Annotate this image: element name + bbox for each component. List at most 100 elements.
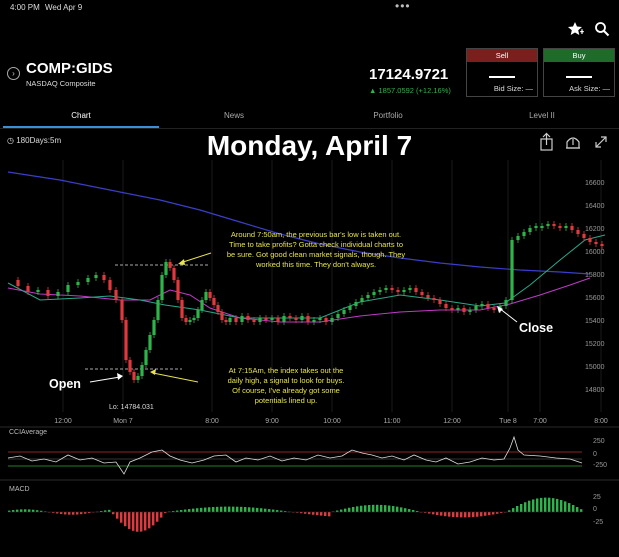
macd-bar-negative bbox=[88, 512, 91, 514]
candle-down bbox=[220, 312, 224, 320]
macd-bar-negative bbox=[488, 512, 491, 516]
macd-bar-positive bbox=[212, 507, 215, 512]
macd-bar-negative bbox=[144, 512, 147, 531]
candle-up bbox=[522, 232, 526, 236]
candle-down bbox=[576, 230, 580, 234]
tab-level-ii[interactable]: Level II bbox=[529, 111, 555, 120]
price-tick-label: 15800 bbox=[585, 272, 605, 279]
tab-portfolio[interactable]: Portfolio bbox=[373, 111, 403, 120]
time-tick-label: 12:00 bbox=[443, 418, 461, 425]
macd-bar-negative bbox=[316, 512, 319, 516]
time-tick-label: 8:00 bbox=[594, 418, 608, 425]
price-tick-label: 16400 bbox=[585, 203, 605, 210]
search-icon[interactable] bbox=[594, 21, 610, 37]
multitask-dots[interactable]: ••• bbox=[395, 0, 411, 13]
macd-bar-positive bbox=[372, 504, 375, 512]
candle-up bbox=[366, 295, 370, 298]
candle-up bbox=[546, 224, 550, 226]
macd-bar-positive bbox=[40, 510, 43, 512]
last-price: 17124.9721 bbox=[369, 66, 449, 83]
candle-up bbox=[360, 298, 364, 302]
tab-chart[interactable]: Chart bbox=[71, 111, 91, 120]
macd-label: MACD bbox=[9, 486, 30, 493]
candle-up bbox=[384, 288, 388, 290]
candle-up bbox=[160, 275, 164, 300]
price-tick-label: 16000 bbox=[585, 249, 605, 256]
macd-bar-positive bbox=[380, 504, 383, 512]
cci-tick-label: 250 bbox=[593, 438, 605, 445]
candle-down bbox=[46, 290, 50, 296]
candle-up bbox=[156, 300, 160, 320]
annotation-bottom: At 7:15Am, the index takes out the daily… bbox=[195, 366, 377, 406]
candle-down bbox=[224, 320, 228, 322]
candle-up bbox=[192, 318, 196, 320]
macd-bar-negative bbox=[428, 512, 431, 514]
candle-down bbox=[552, 224, 556, 226]
share-icon bbox=[540, 132, 553, 151]
chart-period-selector[interactable]: ◷ 180Days:5m bbox=[7, 136, 61, 145]
candle-up bbox=[378, 290, 382, 292]
sell-button[interactable]: Sell Bid Size: — bbox=[466, 48, 538, 97]
macd-bar-positive bbox=[544, 497, 547, 512]
candle-up bbox=[152, 320, 156, 335]
candle-up bbox=[300, 316, 304, 320]
candle-down bbox=[246, 316, 250, 320]
macd-tick-label: 25 bbox=[593, 494, 601, 501]
annotation-top-text: Around 7:50am, the previous bar's low is… bbox=[226, 230, 406, 269]
close-arrow bbox=[498, 307, 518, 323]
status-date: Wed Apr 9 bbox=[45, 3, 83, 12]
candle-down bbox=[168, 262, 172, 268]
macd-bar-positive bbox=[196, 508, 199, 512]
time-tick-label: 8:00 bbox=[205, 418, 219, 425]
candle-down bbox=[132, 372, 136, 380]
macd-bar-positive bbox=[580, 509, 583, 512]
macd-bar-positive bbox=[396, 506, 399, 512]
tab-news[interactable]: News bbox=[223, 111, 245, 120]
candle-down bbox=[124, 320, 128, 360]
cci-label: CCIAverage bbox=[9, 429, 48, 436]
low-label: Lo: 14784.031 bbox=[109, 404, 154, 411]
candle-up bbox=[348, 306, 352, 310]
candle-up bbox=[240, 316, 244, 322]
watchlist-add-icon[interactable] bbox=[568, 21, 584, 37]
candle-up bbox=[200, 300, 204, 310]
candle-up bbox=[148, 335, 152, 350]
chevron-right-icon[interactable]: › bbox=[7, 67, 20, 80]
buy-button[interactable]: Buy Ask Size: — bbox=[543, 48, 615, 97]
macd-bar-positive bbox=[192, 508, 195, 512]
macd-bar-negative bbox=[312, 512, 315, 515]
chart-period-label: 180Days:5m bbox=[16, 136, 62, 145]
macd-bar-positive bbox=[576, 507, 579, 512]
macd-bar-negative bbox=[84, 512, 87, 514]
macd-bar-positive bbox=[416, 510, 419, 512]
candle-down bbox=[16, 280, 20, 286]
tab-bar: Chart News Portfolio Level II bbox=[0, 106, 619, 129]
time-tick-label: 10:00 bbox=[323, 418, 341, 425]
candle-up bbox=[342, 310, 346, 314]
candle-down bbox=[432, 298, 436, 300]
macd-bar-negative bbox=[308, 512, 311, 515]
candle-up bbox=[282, 316, 286, 322]
candle-down bbox=[390, 288, 394, 290]
macd-bar-positive bbox=[28, 509, 31, 512]
macd-bar-positive bbox=[532, 499, 535, 512]
candle-up bbox=[140, 365, 144, 376]
candle-down bbox=[26, 286, 30, 292]
price-tick-label: 15600 bbox=[585, 295, 605, 302]
candle-up bbox=[480, 304, 484, 306]
annotation-top: Around 7:50am, the previous bar's low is… bbox=[196, 230, 436, 270]
candle-up bbox=[86, 278, 90, 282]
candle-up bbox=[228, 318, 232, 322]
candle-down bbox=[450, 308, 454, 310]
symbol-ticker[interactable]: COMP:GIDS bbox=[26, 60, 113, 77]
time-tick-label: 12:00 bbox=[54, 418, 72, 425]
candle-up bbox=[336, 314, 340, 318]
macd-bar-negative bbox=[492, 512, 495, 515]
clock-icon: ◷ bbox=[7, 136, 14, 145]
candle-up bbox=[528, 228, 532, 232]
macd-bar-negative bbox=[472, 512, 475, 518]
macd-bar-positive bbox=[228, 506, 231, 512]
macd-bar-negative bbox=[432, 512, 435, 515]
macd-bar-positive bbox=[208, 507, 211, 512]
